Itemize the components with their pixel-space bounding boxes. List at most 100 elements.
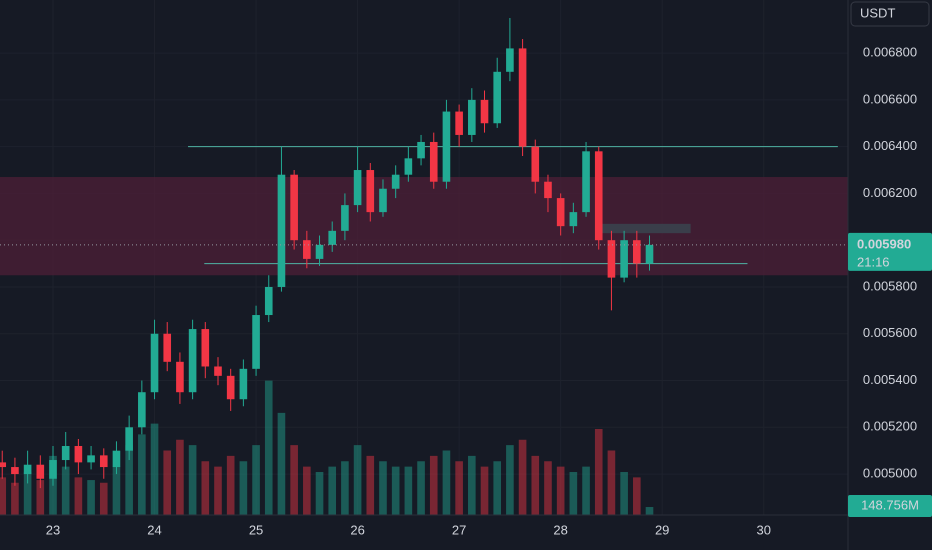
candle-body: [531, 146, 540, 182]
candle-body: [11, 467, 19, 475]
candle-body: [404, 158, 413, 175]
volume-bar: [468, 455, 476, 515]
y-tick-label: 0.006200: [863, 185, 917, 200]
candle-body: [87, 455, 95, 463]
volume-bar: [506, 445, 514, 515]
candle-body: [163, 333, 172, 362]
candle-body: [633, 240, 641, 264]
y-tick-label: 0.005400: [863, 372, 917, 387]
candle-body: [417, 141, 425, 159]
candle-body: [366, 170, 375, 213]
volume-bar: [239, 461, 248, 515]
volume-bar: [442, 450, 451, 515]
volume-bar: [150, 423, 159, 515]
volume-bar: [404, 466, 413, 515]
volume-bar: [188, 445, 197, 515]
candle-body: [290, 174, 298, 241]
volume-bar: [176, 439, 184, 515]
volume-bar: [594, 429, 603, 515]
last-price-badge: [848, 232, 932, 271]
volume-bar: [61, 466, 70, 515]
volume-bar: [582, 466, 590, 515]
candle-body: [264, 286, 273, 316]
candle-body: [176, 361, 184, 393]
zones: [0, 146, 848, 276]
candle-body: [315, 244, 324, 259]
volume-bar: [379, 461, 387, 515]
candle-body: [645, 244, 654, 264]
candle-body: [252, 315, 260, 369]
countdown: 21:16: [857, 254, 890, 269]
volume-bar: [544, 461, 552, 515]
candle-body: [74, 446, 83, 463]
volume-bar: [99, 482, 108, 515]
candle-body: [277, 174, 286, 287]
x-tick-label: 28: [553, 522, 567, 537]
zone: [0, 177, 848, 276]
y-tick-label: 0.005000: [863, 466, 917, 481]
volume-bar: [633, 477, 641, 515]
candle-body: [429, 141, 438, 182]
candle-body: [201, 329, 210, 367]
volume-bar: [264, 380, 273, 515]
x-tick-label: 29: [655, 522, 669, 537]
volume-bar: [620, 472, 628, 515]
volume-bar: [417, 461, 425, 515]
candle-body: [188, 329, 197, 393]
candle-body: [455, 111, 463, 135]
x-tick-label: 25: [249, 522, 263, 537]
volume-bar: [353, 445, 362, 515]
volume-bar: [112, 466, 121, 515]
last-price-label: 0.005980: [857, 236, 911, 251]
candle-body: [607, 240, 616, 278]
volume-bar: [125, 445, 133, 515]
volume-bar: [569, 472, 578, 515]
candle-body: [138, 392, 146, 428]
candles: [0, 18, 654, 489]
volume-bar: [277, 412, 286, 515]
volume-bar: [455, 461, 463, 515]
volume-bar: [429, 455, 438, 515]
volume-bar: [391, 466, 400, 515]
candle-body: [493, 71, 502, 124]
volume-bar: [252, 445, 260, 515]
volume-bar: [480, 466, 489, 515]
candle-body: [150, 333, 159, 393]
volume-bar: [531, 455, 540, 515]
candle-body: [353, 170, 362, 206]
volume-bar: [493, 461, 502, 515]
candle-body: [49, 460, 57, 479]
y-tick-label: 0.005600: [863, 325, 917, 340]
candle-body: [594, 151, 603, 241]
volume-bar: [87, 480, 95, 515]
volume-bar: [163, 450, 172, 515]
candle-body: [480, 99, 489, 124]
volume-bar: [226, 455, 235, 515]
candle-body: [214, 366, 222, 376]
volume-bar: [290, 445, 298, 515]
volume-bar: [556, 466, 565, 515]
x-tick-label: 24: [147, 522, 161, 537]
y-tick-label: 0.006800: [863, 45, 917, 60]
volume-badge: [848, 495, 932, 517]
candle-body: [303, 240, 311, 259]
volume-bar: [315, 472, 324, 515]
candle-body: [328, 230, 337, 245]
volume-bar: [11, 482, 19, 515]
volume-bar: [518, 439, 527, 515]
volume-bar: [36, 480, 45, 515]
candle-body: [391, 174, 400, 189]
candle-body: [556, 198, 565, 227]
volume-bar: [341, 461, 349, 515]
candle-body: [36, 464, 45, 479]
y-tick-label: 0.005800: [863, 278, 917, 293]
volume: [0, 380, 654, 515]
y-tick-label: 0.006400: [863, 138, 917, 153]
currency: USDT: [860, 5, 895, 20]
volume-bar: [328, 466, 337, 515]
candle-body: [112, 450, 121, 468]
volume-bar: [645, 507, 654, 515]
candle-body: [23, 464, 32, 475]
